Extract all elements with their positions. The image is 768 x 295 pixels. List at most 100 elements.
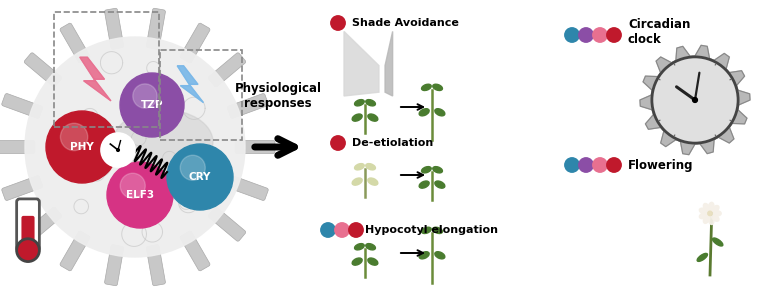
- FancyBboxPatch shape: [146, 8, 165, 49]
- FancyBboxPatch shape: [25, 53, 62, 87]
- FancyBboxPatch shape: [17, 199, 39, 250]
- FancyBboxPatch shape: [146, 245, 165, 286]
- Polygon shape: [385, 31, 392, 96]
- Ellipse shape: [113, 109, 213, 175]
- FancyBboxPatch shape: [104, 8, 124, 49]
- FancyBboxPatch shape: [208, 207, 246, 241]
- Circle shape: [46, 111, 118, 183]
- Ellipse shape: [700, 208, 707, 214]
- Text: TZP: TZP: [141, 100, 164, 110]
- Circle shape: [593, 28, 607, 42]
- Ellipse shape: [703, 204, 710, 211]
- Ellipse shape: [355, 100, 364, 106]
- Circle shape: [579, 158, 593, 172]
- Circle shape: [331, 136, 345, 150]
- Circle shape: [349, 223, 363, 237]
- Ellipse shape: [368, 178, 378, 185]
- Ellipse shape: [712, 206, 719, 212]
- Ellipse shape: [368, 114, 378, 121]
- FancyBboxPatch shape: [22, 216, 35, 248]
- Circle shape: [607, 158, 621, 172]
- Circle shape: [107, 162, 173, 228]
- FancyBboxPatch shape: [2, 94, 43, 118]
- Bar: [54, 12, 159, 127]
- Ellipse shape: [709, 216, 714, 224]
- FancyBboxPatch shape: [180, 23, 210, 63]
- FancyBboxPatch shape: [180, 231, 210, 271]
- Circle shape: [564, 158, 579, 172]
- Ellipse shape: [419, 252, 429, 259]
- FancyBboxPatch shape: [235, 140, 275, 153]
- Circle shape: [708, 211, 712, 216]
- Text: PHY: PHY: [70, 142, 94, 152]
- Ellipse shape: [368, 258, 378, 265]
- Ellipse shape: [703, 216, 710, 223]
- FancyBboxPatch shape: [60, 23, 90, 63]
- Ellipse shape: [419, 181, 429, 188]
- Polygon shape: [80, 57, 111, 101]
- Circle shape: [607, 28, 621, 42]
- Ellipse shape: [435, 109, 445, 116]
- FancyBboxPatch shape: [2, 176, 43, 201]
- Circle shape: [335, 223, 349, 237]
- Text: CRY: CRY: [189, 172, 211, 182]
- Ellipse shape: [709, 202, 714, 211]
- FancyBboxPatch shape: [0, 140, 35, 153]
- FancyBboxPatch shape: [208, 53, 246, 87]
- Circle shape: [133, 84, 157, 108]
- Circle shape: [693, 98, 697, 102]
- Circle shape: [18, 240, 38, 261]
- Text: Circadian
clock: Circadian clock: [628, 18, 690, 46]
- Ellipse shape: [713, 238, 723, 246]
- Polygon shape: [177, 66, 204, 103]
- Text: ELF3: ELF3: [126, 190, 154, 200]
- Circle shape: [579, 28, 593, 42]
- Circle shape: [167, 144, 233, 210]
- Ellipse shape: [366, 100, 376, 106]
- Circle shape: [61, 123, 88, 151]
- Circle shape: [25, 37, 245, 257]
- Ellipse shape: [422, 167, 431, 173]
- Ellipse shape: [712, 214, 719, 221]
- Ellipse shape: [366, 164, 376, 170]
- Circle shape: [331, 16, 345, 30]
- Ellipse shape: [422, 84, 431, 91]
- Ellipse shape: [697, 253, 707, 261]
- Text: De-etiolation: De-etiolation: [352, 138, 433, 148]
- Circle shape: [117, 149, 119, 151]
- Ellipse shape: [435, 252, 445, 259]
- FancyBboxPatch shape: [227, 176, 268, 201]
- Ellipse shape: [435, 181, 445, 188]
- Ellipse shape: [433, 227, 442, 234]
- Ellipse shape: [700, 213, 707, 219]
- Ellipse shape: [433, 167, 442, 173]
- Polygon shape: [344, 31, 379, 96]
- Ellipse shape: [422, 227, 431, 234]
- Ellipse shape: [419, 109, 429, 116]
- Ellipse shape: [353, 258, 362, 265]
- Ellipse shape: [713, 211, 721, 216]
- Circle shape: [321, 223, 335, 237]
- Circle shape: [593, 158, 607, 172]
- Polygon shape: [640, 45, 750, 155]
- Ellipse shape: [433, 84, 442, 91]
- Text: Hypocotyl elongation: Hypocotyl elongation: [365, 225, 498, 235]
- Bar: [160, 50, 242, 140]
- Text: Shade Avoidance: Shade Avoidance: [352, 18, 458, 28]
- Ellipse shape: [353, 178, 362, 185]
- FancyBboxPatch shape: [60, 231, 90, 271]
- Circle shape: [101, 133, 135, 167]
- FancyBboxPatch shape: [25, 207, 62, 241]
- Text: Physiological
responses: Physiological responses: [234, 82, 322, 110]
- Circle shape: [652, 57, 738, 143]
- Ellipse shape: [355, 164, 364, 170]
- Ellipse shape: [366, 244, 376, 250]
- Circle shape: [120, 73, 184, 137]
- Ellipse shape: [355, 244, 364, 250]
- Circle shape: [121, 173, 145, 198]
- Ellipse shape: [353, 114, 362, 121]
- Text: Flowering: Flowering: [628, 158, 694, 171]
- FancyBboxPatch shape: [227, 94, 268, 118]
- FancyBboxPatch shape: [104, 245, 124, 286]
- Circle shape: [180, 155, 205, 180]
